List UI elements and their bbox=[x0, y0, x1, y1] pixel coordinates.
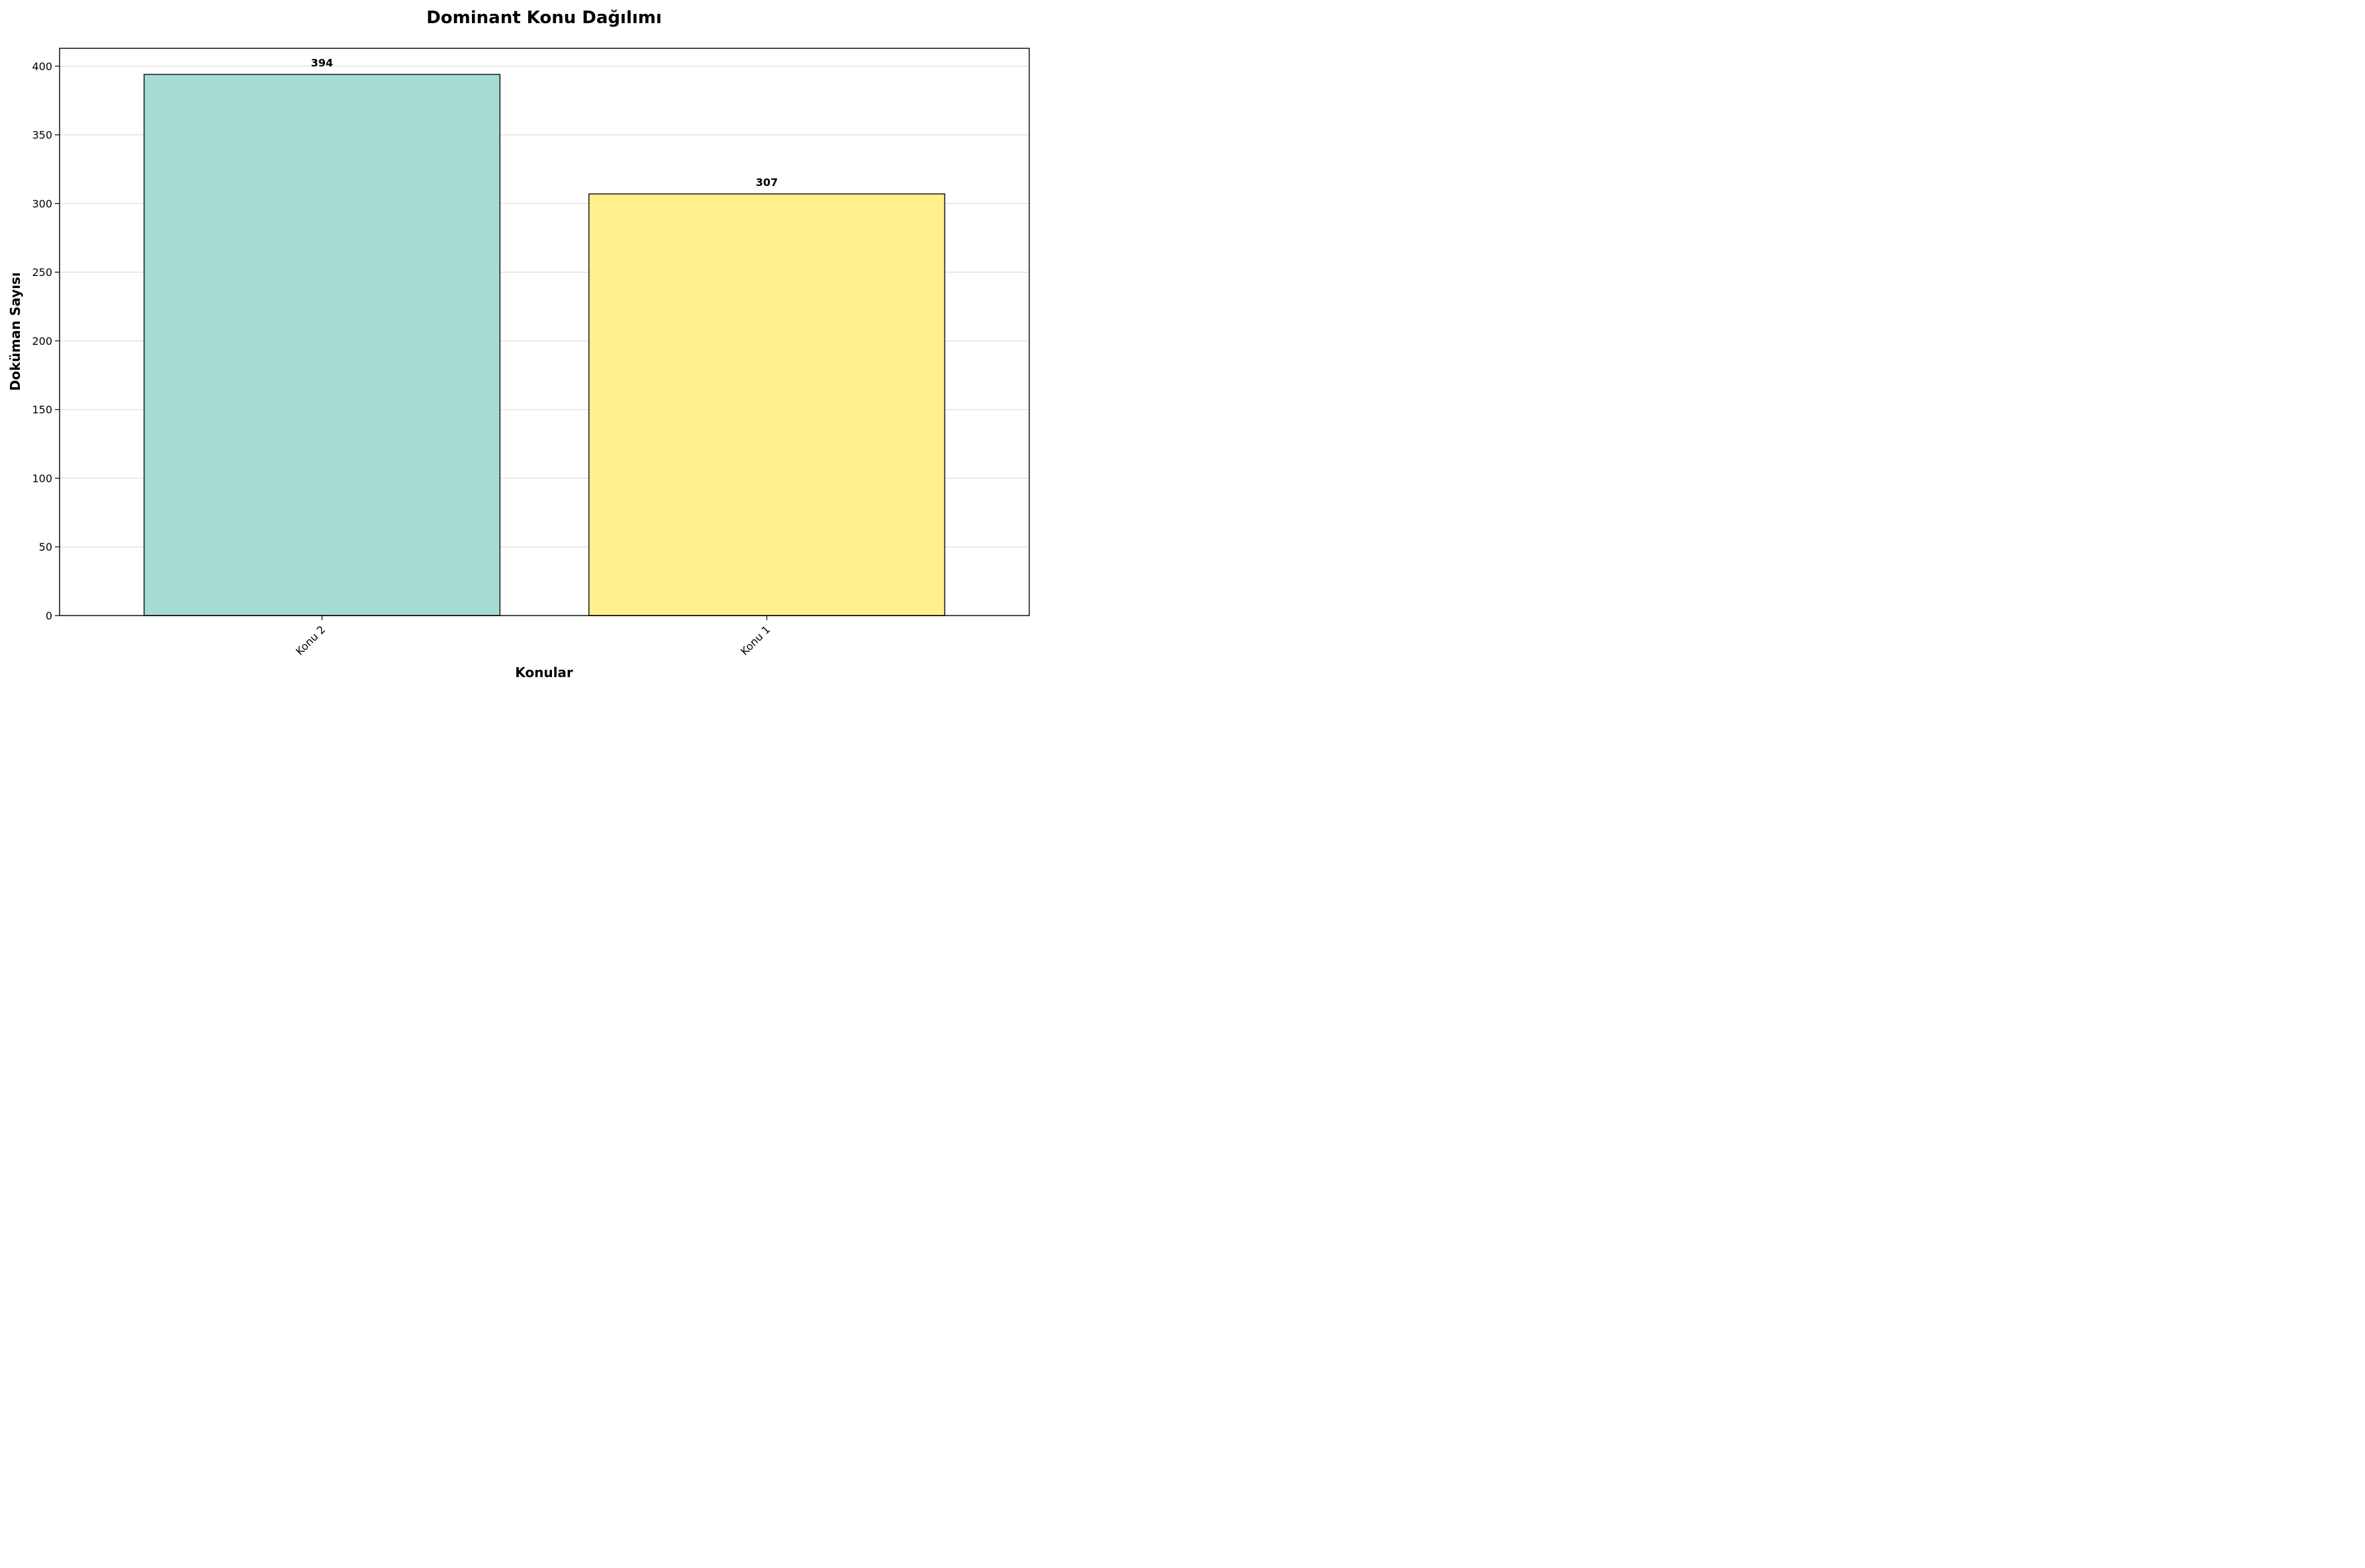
y-tick-label: 400 bbox=[32, 60, 52, 73]
x-axis-ticks: Konu 2 Konu 1 bbox=[293, 616, 772, 658]
data-label: 394 bbox=[311, 56, 333, 69]
x-tick-label: Konu 2 bbox=[293, 623, 328, 657]
bar-konu-2 bbox=[143, 73, 501, 616]
x-tick-label: Konu 1 bbox=[738, 623, 772, 657]
y-tick-label: 300 bbox=[32, 197, 52, 210]
y-tick-label: 200 bbox=[32, 335, 52, 347]
y-axis-label: Doküman Sayısı bbox=[7, 272, 23, 391]
y-tick-label: 100 bbox=[32, 472, 52, 484]
y-tick-label: 150 bbox=[32, 404, 52, 416]
bar-chart: Dominant Konu Dağılımı 0 50 100 150 200 250 30… bbox=[7, 8, 1030, 680]
plot-area-frame bbox=[59, 48, 1030, 616]
y-tick-label: 250 bbox=[32, 266, 52, 279]
bars bbox=[143, 73, 946, 616]
y-axis-ticks: 0 50 100 150 200 250 300 350 400 bbox=[32, 60, 60, 622]
data-label: 307 bbox=[756, 176, 778, 189]
y-tick-label: 0 bbox=[46, 610, 52, 622]
x-axis-label: Konular bbox=[515, 665, 573, 680]
y-tick-label: 50 bbox=[39, 541, 52, 553]
data-labels: 394 307 bbox=[311, 56, 778, 189]
chart-title: Dominant Konu Dağılımı bbox=[426, 8, 662, 28]
y-tick-label: 350 bbox=[32, 129, 52, 142]
bar-konu-1 bbox=[588, 193, 946, 616]
